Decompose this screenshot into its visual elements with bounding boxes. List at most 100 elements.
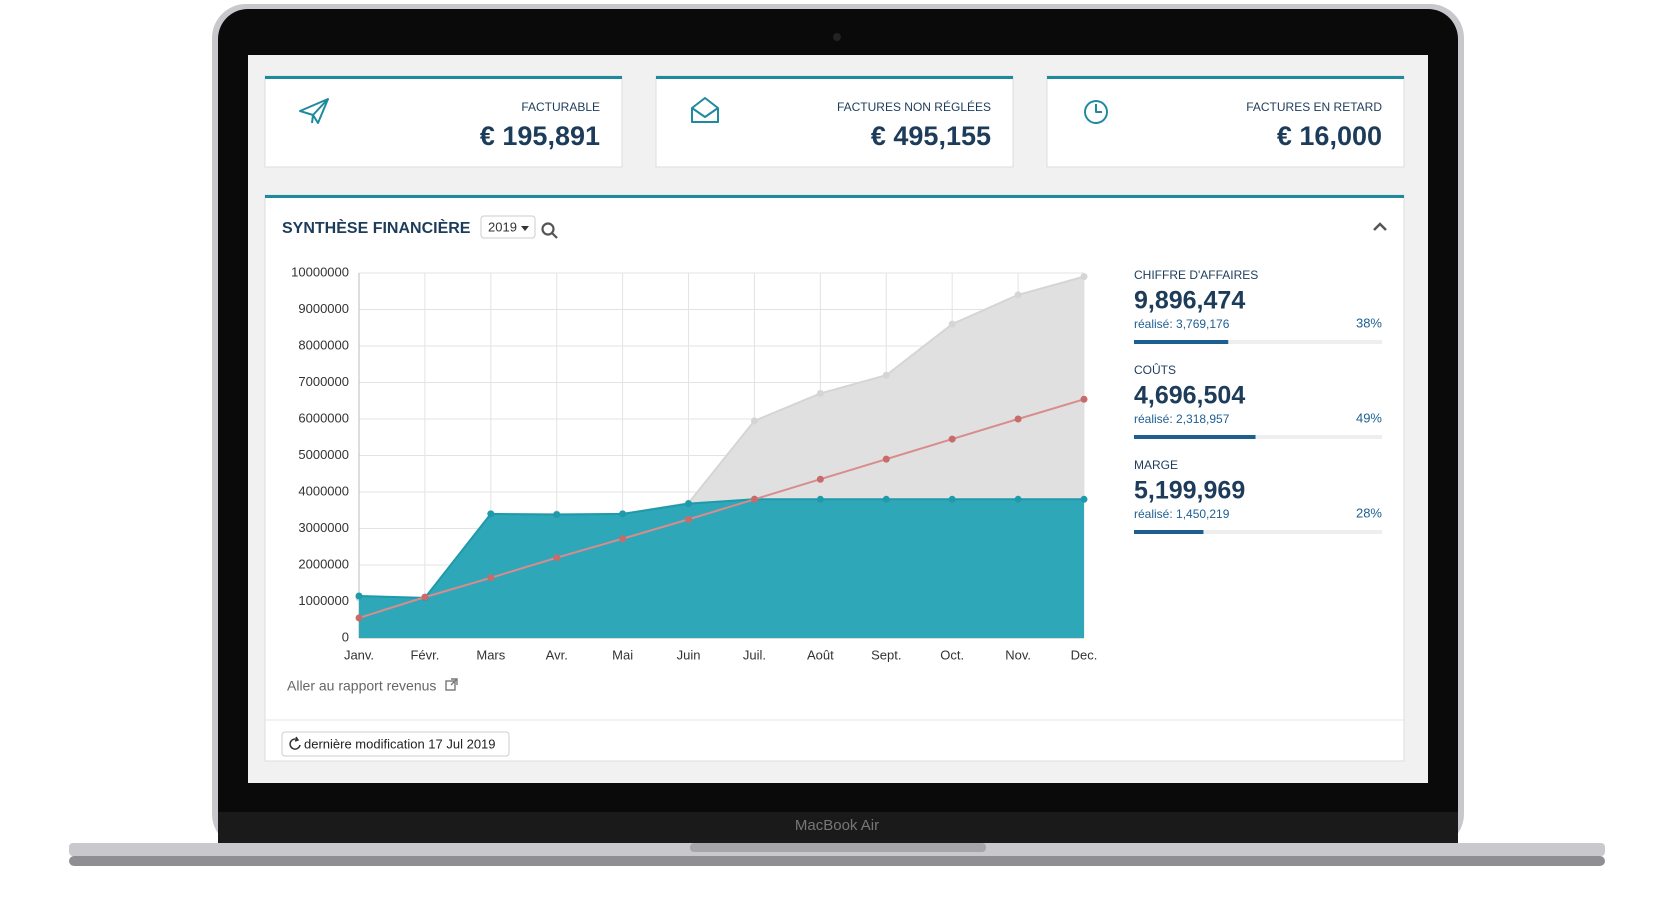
line: [358, 398, 1085, 619]
area: [359, 499, 1084, 638]
x-tick-label: Sept.: [871, 647, 901, 662]
point: [619, 510, 627, 518]
point: [487, 574, 495, 582]
card-label: FACTURES EN RETARD: [1246, 100, 1382, 114]
panel-top-border: [265, 195, 1404, 198]
card-icon: [691, 97, 719, 123]
card-icon: [1084, 100, 1108, 124]
x-tick-label: Dec.: [1071, 647, 1098, 662]
stat-percent: 28%: [1356, 505, 1382, 520]
card-top-border: [1047, 76, 1404, 79]
card-icon: [299, 98, 329, 124]
x-tick-label: Oct.: [940, 647, 964, 662]
stat-label: COÛTS: [1134, 362, 1176, 377]
dropdown-arrow: [521, 226, 529, 231]
x-tick-label: Janv.: [344, 647, 374, 662]
point: [355, 592, 363, 600]
hinge: [218, 812, 1458, 843]
search-icon[interactable]: [541, 222, 558, 239]
y-tick-label: 0: [342, 629, 349, 644]
point: [1080, 273, 1088, 281]
y-tick-label: 5000000: [298, 447, 349, 462]
card: [1046, 75, 1405, 168]
point: [355, 614, 363, 622]
card-top-border: [265, 76, 622, 79]
camera: [833, 33, 841, 41]
point: [619, 535, 627, 543]
card-label: FACTURABLE: [521, 100, 600, 114]
stat-label: MARGE: [1134, 458, 1178, 472]
x-tick-label: Juil.: [743, 647, 766, 662]
progress-bar: [1134, 530, 1204, 534]
stat-realised: réalisé: 3,769,176: [1134, 317, 1230, 331]
y-tick-label: 8000000: [298, 337, 349, 352]
point: [948, 320, 956, 328]
point: [421, 593, 429, 601]
point: [882, 495, 890, 503]
y-tick-label: 10000000: [291, 264, 349, 279]
line: [358, 498, 1084, 599]
y-tick-label: 7000000: [298, 374, 349, 389]
x-tick-label: Avr.: [546, 647, 568, 662]
card-value: € 195,891: [480, 121, 600, 151]
progress-track: [1134, 530, 1382, 534]
year-select[interactable]: [480, 215, 536, 239]
y-tick-label: 1000000: [298, 593, 349, 608]
point: [553, 511, 561, 519]
card-label: FACTURES NON RÉGLÉES: [837, 99, 991, 114]
point: [948, 495, 956, 503]
card-value: € 16,000: [1277, 121, 1382, 151]
x-tick-label: Nov.: [1005, 647, 1031, 662]
x-tick-label: Juin: [677, 647, 701, 662]
point: [685, 515, 693, 523]
year-value: 2019: [488, 219, 517, 234]
card: [264, 75, 623, 168]
stat-value: 5,199,969: [1134, 477, 1245, 505]
stat-label: CHIFFRE D'AFFAIRES: [1134, 268, 1258, 282]
point: [1080, 495, 1088, 503]
x-tick-label: Août: [807, 647, 834, 662]
progress-track: [1134, 340, 1382, 344]
stat-realised: réalisé: 2,318,957: [1134, 412, 1230, 426]
stat-value: 4,696,504: [1134, 382, 1245, 410]
notch: [690, 843, 986, 852]
base-shadow: [69, 856, 1605, 866]
stat-realised: réalisé: 1,450,219: [1134, 507, 1230, 521]
stats: CHIFFRE D'AFFAIRES 9,896,474 réalisé: 3,76…: [1134, 268, 1382, 534]
point: [750, 495, 758, 503]
stat-percent: 38%: [1356, 315, 1382, 330]
x-tick-label: Mai: [612, 647, 633, 662]
external-link-icon: [445, 678, 458, 691]
device-label: MacBook Air: [795, 817, 879, 834]
point: [816, 495, 824, 503]
point: [1014, 291, 1022, 299]
refresh-button[interactable]: [281, 731, 510, 757]
chart: 0 1000000 2000000 3000000 4000000 5000000 6000…: [291, 264, 1097, 662]
point: [1014, 495, 1022, 503]
card-top-border: [656, 76, 1013, 79]
y-tick-label: 3000000: [298, 520, 349, 535]
x-tick-label: Mars: [476, 647, 505, 662]
collapse-chevron[interactable]: [1373, 222, 1387, 231]
cards: FACTURABLE € 195,891 FACTURES NON RÉGLÉES €…: [264, 75, 1405, 168]
point: [1080, 395, 1088, 403]
card-value: € 495,155: [871, 121, 991, 151]
point: [816, 389, 824, 397]
point: [1014, 415, 1022, 423]
point: [487, 510, 495, 518]
y-tick-label: 4000000: [298, 483, 349, 498]
last-modified: dernière modification 17 Jul 2019: [304, 736, 496, 751]
point: [685, 500, 693, 508]
point: [882, 455, 890, 463]
progress-track: [1134, 435, 1382, 439]
progress-bar: [1134, 435, 1256, 439]
y-tick-label: 6000000: [298, 410, 349, 425]
y-tick-label: 9000000: [298, 301, 349, 316]
point: [948, 435, 956, 443]
panel-title: SYNTHÈSE FINANCIÈRE: [282, 218, 471, 237]
point: [882, 371, 890, 379]
report-link[interactable]: Aller au rapport revenus: [287, 678, 436, 694]
point: [816, 475, 824, 483]
refresh-icon: [289, 736, 301, 750]
